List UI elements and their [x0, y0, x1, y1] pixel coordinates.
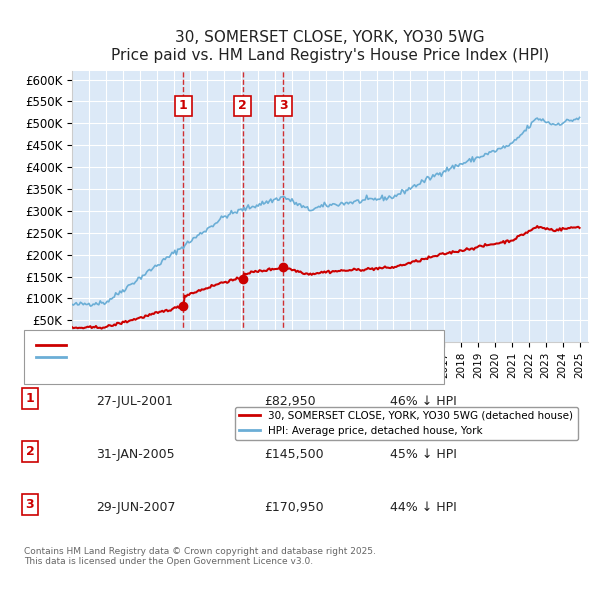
Text: £145,500: £145,500 — [264, 448, 323, 461]
Text: £170,950: £170,950 — [264, 501, 323, 514]
Text: 30, SOMERSET CLOSE, YORK, YO30 5WG (detached house): 30, SOMERSET CLOSE, YORK, YO30 5WG (deta… — [72, 340, 393, 350]
Text: 2: 2 — [238, 99, 247, 112]
Text: 27-JUL-2001: 27-JUL-2001 — [96, 395, 173, 408]
Text: 29-JUN-2007: 29-JUN-2007 — [96, 501, 176, 514]
Text: 31-JAN-2005: 31-JAN-2005 — [96, 448, 175, 461]
Text: Contains HM Land Registry data © Crown copyright and database right 2025.
This d: Contains HM Land Registry data © Crown c… — [24, 547, 376, 566]
Legend: 30, SOMERSET CLOSE, YORK, YO30 5WG (detached house), HPI: Average price, detache: 30, SOMERSET CLOSE, YORK, YO30 5WG (deta… — [235, 407, 578, 440]
Text: HPI: Average price, detached house, York: HPI: Average price, detached house, York — [72, 352, 297, 362]
Text: 1: 1 — [179, 99, 188, 112]
Text: 2: 2 — [26, 445, 34, 458]
Text: 46% ↓ HPI: 46% ↓ HPI — [390, 395, 457, 408]
Text: 3: 3 — [279, 99, 288, 112]
Text: 1: 1 — [26, 392, 34, 405]
Title: 30, SOMERSET CLOSE, YORK, YO30 5WG
Price paid vs. HM Land Registry's House Price: 30, SOMERSET CLOSE, YORK, YO30 5WG Price… — [111, 30, 549, 63]
Text: 44% ↓ HPI: 44% ↓ HPI — [390, 501, 457, 514]
Text: 45% ↓ HPI: 45% ↓ HPI — [390, 448, 457, 461]
Text: 3: 3 — [26, 498, 34, 511]
Text: £82,950: £82,950 — [264, 395, 316, 408]
